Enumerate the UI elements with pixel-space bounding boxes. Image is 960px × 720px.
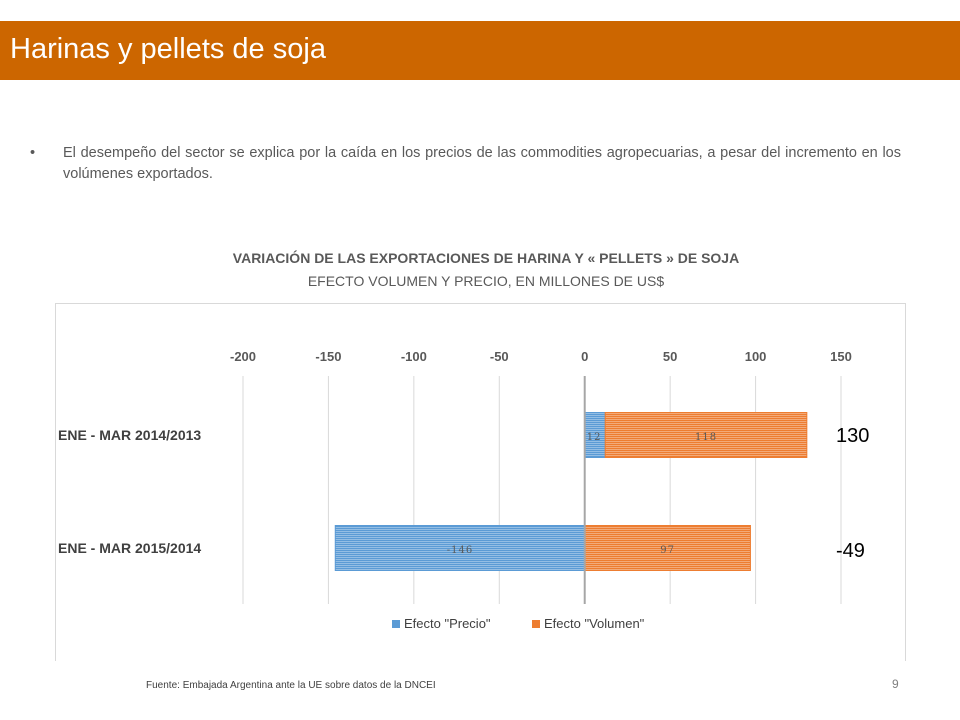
data-label: -146 xyxy=(447,545,473,556)
page-number: 9 xyxy=(892,677,899,691)
legend-label: Efecto "Volumen" xyxy=(544,616,645,631)
data-label: 118 xyxy=(695,432,717,443)
data-label: 12 xyxy=(587,432,602,443)
legend-swatch xyxy=(392,620,400,628)
x-tick-label: 150 xyxy=(830,349,852,364)
total-label: 130 xyxy=(836,425,869,447)
category-label: ENE - MAR 2014/2013 xyxy=(58,427,201,443)
header-bar: Harinas y pellets de soja xyxy=(0,21,960,80)
x-tick-label: -150 xyxy=(315,349,341,364)
legend-label: Efecto "Precio" xyxy=(404,616,491,631)
x-tick-label: 50 xyxy=(663,349,677,364)
category-label: ENE - MAR 2015/2014 xyxy=(58,540,201,556)
x-tick-label: 100 xyxy=(745,349,767,364)
chart-title: VARIACIÓN DE LAS EXPORTACIONES DE HARINA… xyxy=(232,250,740,266)
legend-swatch xyxy=(532,620,540,628)
bar-segment xyxy=(334,525,586,571)
x-tick-label: -100 xyxy=(401,349,427,364)
chart-subtitle: EFECTO VOLUMEN Y PRECIO, EN MILLONES DE … xyxy=(307,273,665,289)
bar-chart: -200 -150 -100 -50 0 50 100 150 ENE - MAR 2014/2… xyxy=(58,349,869,631)
x-tick-label: 0 xyxy=(581,349,588,364)
source-note: Fuente: Embajada Argentina ante la UE so… xyxy=(146,680,436,691)
data-label: 97 xyxy=(660,545,675,556)
bullet-text: El desempeño del sector se explica por l… xyxy=(63,145,901,182)
bar-segment xyxy=(604,412,808,458)
bullet-marker: • xyxy=(30,145,36,161)
x-tick-label: -50 xyxy=(490,349,509,364)
chart-area: -200 -150 -100 -50 0 50 100 150 ENE - MAR 2014/2… xyxy=(55,303,906,661)
x-tick-label: -200 xyxy=(230,349,256,364)
total-label: -49 xyxy=(836,540,865,562)
page-title: Harinas y pellets de soja xyxy=(10,33,326,65)
bar-segment xyxy=(584,525,751,571)
